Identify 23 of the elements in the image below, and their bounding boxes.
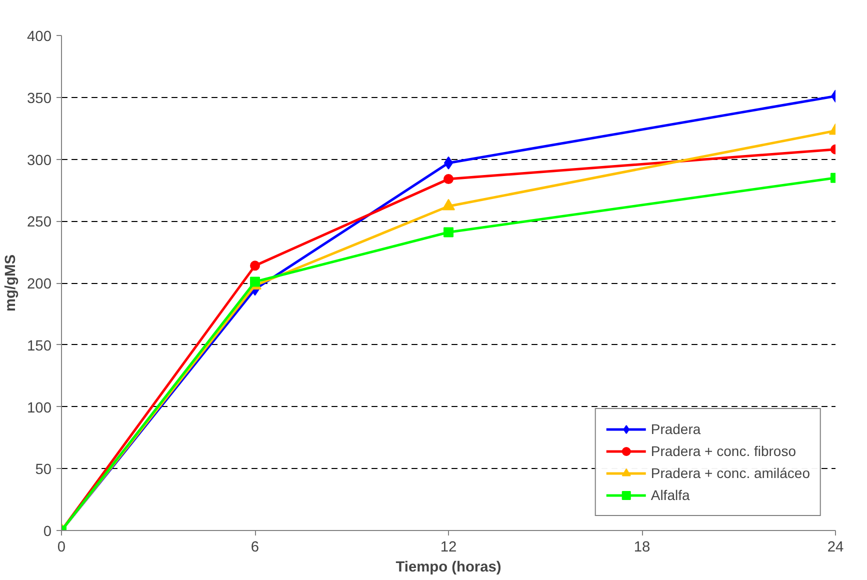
- legend-label: Alfalfa: [650, 487, 690, 503]
- y-tick-label: 400: [27, 29, 52, 45]
- y-axis-title: mg/gMS: [3, 254, 20, 312]
- y-tick-label: 50: [35, 462, 52, 478]
- y-tick-label: 0: [43, 524, 52, 540]
- legend-label: Pradera: [650, 421, 701, 437]
- point: [250, 260, 260, 271]
- y-tick-label: 300: [27, 152, 52, 169]
- y-tick-label: 350: [27, 90, 52, 107]
- point: [444, 174, 454, 184]
- legend-label: Pradera + conc. fibroso: [650, 443, 796, 459]
- x-tick-label: 18: [634, 540, 650, 556]
- x-axis-title: Tiempo (horas): [396, 560, 502, 576]
- x-tick-label: 24: [827, 540, 844, 556]
- y-tick-label: 200: [27, 276, 52, 292]
- x-tick-label: 0: [57, 540, 66, 556]
- y-tick-label: 150: [27, 338, 52, 354]
- legend-label: Pradera + conc. amiláceo: [650, 465, 810, 481]
- y-tick-label: 250: [27, 214, 52, 231]
- x-tick-label: 12: [440, 540, 457, 556]
- point: [442, 198, 455, 210]
- x-tick-label: 6: [250, 540, 260, 556]
- y-tick-label: 100: [27, 400, 52, 416]
